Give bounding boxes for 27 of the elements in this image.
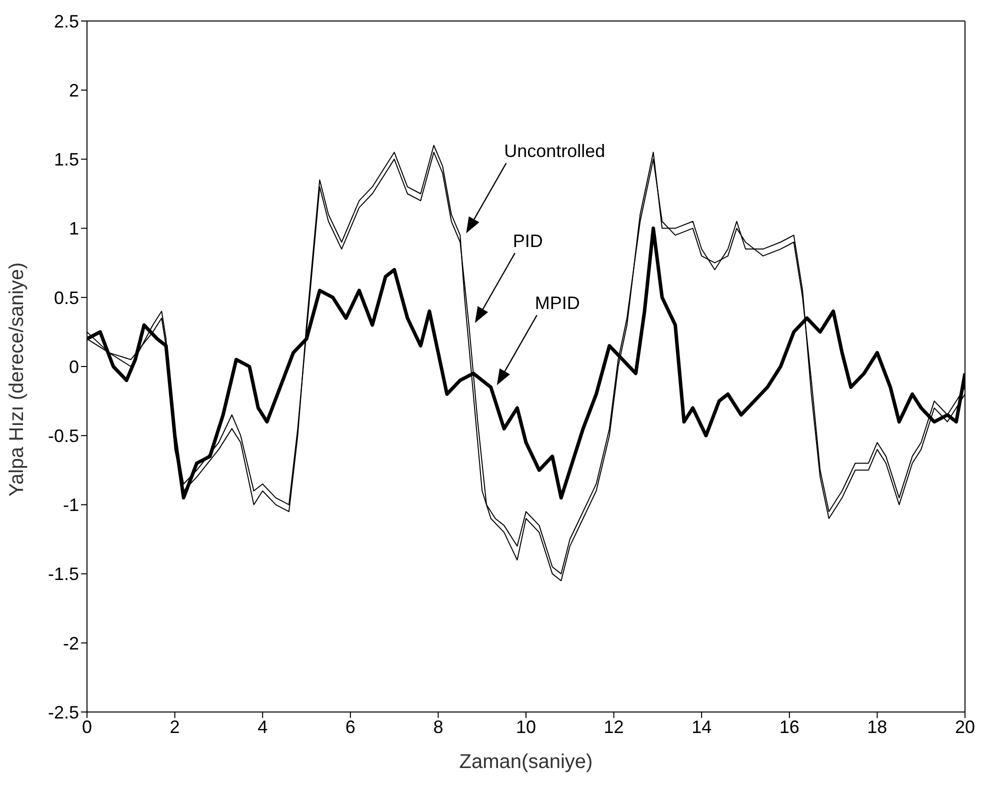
y-tick-label: 0.5 — [54, 288, 79, 308]
y-tick-label: -2.5 — [48, 702, 79, 722]
y-tick-label: -1 — [62, 495, 79, 516]
x-tick-label: 8 — [433, 716, 444, 737]
y-tick-label: 2 — [68, 80, 79, 100]
x-tick-label: 2 — [170, 716, 180, 737]
text: PID — [512, 231, 543, 252]
y-axis-title: Yalpa Hızı (derece/saniye) — [6, 262, 28, 496]
y-tick-label: 1.5 — [54, 150, 79, 170]
x-axis-title: Zaman(saniye) — [459, 751, 593, 773]
x-tick-label: 14 — [692, 716, 712, 737]
x-tick-label: 0 — [82, 716, 92, 737]
x-tick-label: 10 — [516, 716, 536, 737]
x-tick-label: 4 — [258, 716, 268, 737]
y-tick-label: 0 — [68, 356, 79, 377]
x-tick-label: 18 — [867, 716, 888, 737]
y-tick-label: -0.5 — [48, 426, 79, 446]
y-tick-label: -1.5 — [48, 564, 79, 584]
text: MPID — [534, 293, 580, 314]
y-tick-label: -2 — [62, 633, 79, 654]
y-tick-label: 2.5 — [54, 11, 79, 32]
x-tick-label: 16 — [779, 716, 800, 737]
text: Uncontrolled — [504, 141, 606, 162]
x-tick-label: 12 — [604, 716, 624, 737]
x-tick-label: 20 — [954, 716, 976, 737]
y-tick-label: 1 — [68, 218, 79, 239]
x-tick-label: 6 — [345, 716, 356, 737]
